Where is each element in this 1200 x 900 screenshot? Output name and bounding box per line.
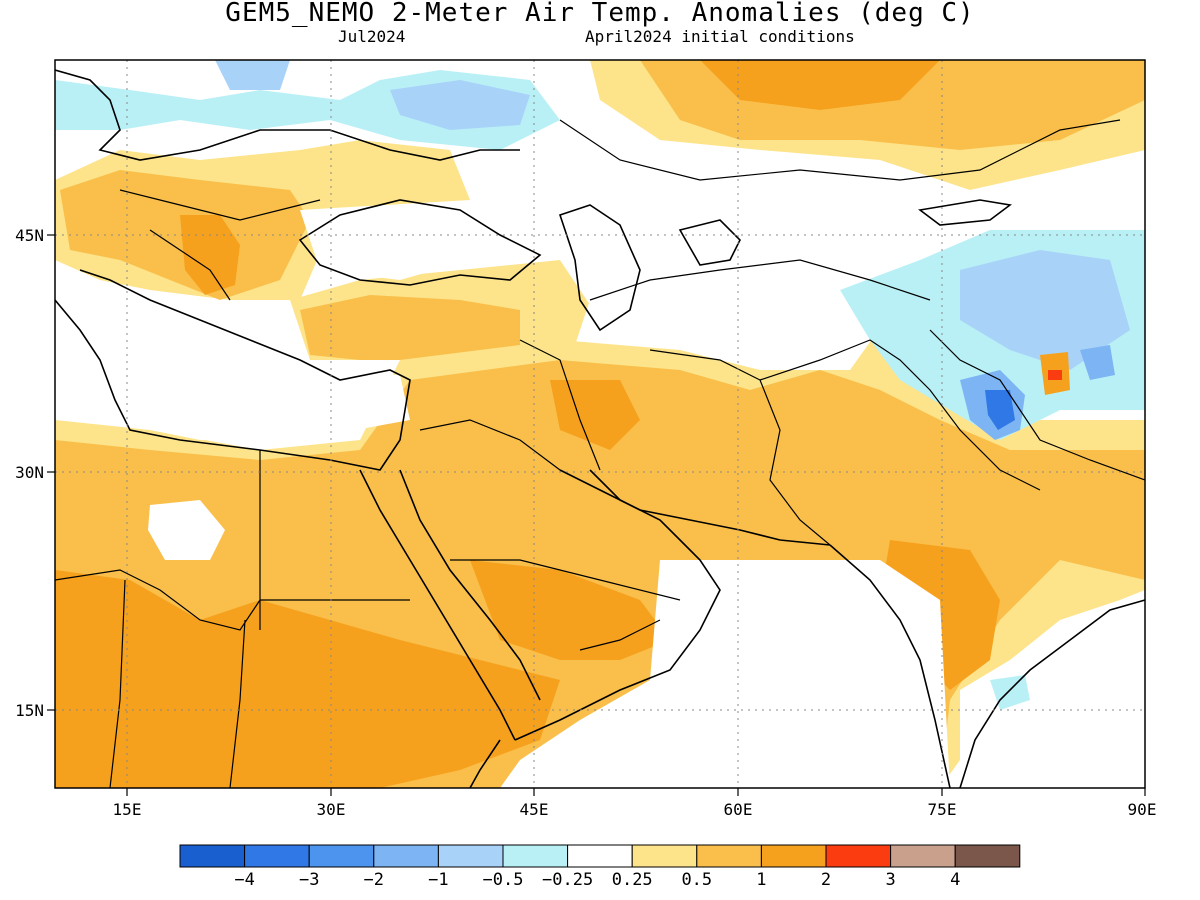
afghan-pak-border [759,339,1041,491]
colorbar-label: 1 [756,870,766,890]
lon-axis-labels: 15E 30E 45E 60E 75E 90E [113,800,1157,819]
map-title: GEM5_NEMO 2-Meter Air Temp. Anomalies (d… [225,0,975,28]
colorbar-swatch [760,844,827,868]
colorbar-swatch [373,844,439,868]
lat-axis-labels: 45N 30N 15N [15,226,44,720]
balkhash-region [918,199,1012,226]
russia-kazakh-border [559,119,1121,181]
lon-label-75e: 75E [928,800,957,819]
anomaly-shading [55,60,1145,788]
africa-coast-east [469,739,501,788]
himalaya-cold-core [985,390,1015,430]
tibet-cool-core [960,250,1130,370]
lat-label-45n: 45N [15,226,44,245]
colorbar-label: 0.5 [681,870,712,890]
colorbar-label: 4 [950,870,960,890]
europe-north-coast [55,69,520,161]
arabia-coast [514,469,721,741]
colorbar-swatch [179,844,246,868]
colorbar-label: 0.25 [612,870,653,890]
colorbar-swatch [954,844,1021,868]
red-sea-coast [359,469,541,741]
colorbar-label: −4 [234,870,254,890]
black-sea-caspian-neutral [300,200,900,370]
tibet-cold-spot [1080,345,1115,380]
india-china-border [929,329,1145,481]
lat-label-15n: 15N [15,701,44,720]
arabian-sea-neutral [500,560,950,788]
map-plot-area [55,60,1145,788]
colorbar-swatch [631,844,698,868]
colorbar-swatch [696,844,762,868]
lat-label-30n: 30N [15,463,44,482]
scandinavia-cool-spot [215,60,290,90]
tick-marks [47,234,1146,796]
europe-borders [119,189,321,301]
colorbar-swatch [244,844,310,868]
africa-borders [55,450,410,788]
africa-dark-warm-region [55,570,560,788]
saudi-borders [419,419,681,651]
sahara-neutral-patch [148,500,225,560]
initial-conditions-label: April2024 initial conditions [585,27,855,46]
political-borders [55,119,1145,788]
persian-gulf-coast [559,469,831,546]
map-frame [54,59,1146,789]
lon-label-90e: 90E [1128,800,1157,819]
lon-label-60e: 60E [724,800,753,819]
colorbar-label: −0.25 [542,870,593,890]
mediterranean-neutral [55,310,410,440]
kazakh-south-border [589,259,931,301]
black-sea-coast [298,199,542,286]
coastlines [55,69,1145,788]
aral-region [678,219,741,266]
colorbar-label: 3 [885,870,895,890]
lon-label-15e: 15E [113,800,142,819]
caspian-coast [558,204,641,332]
mediterranean-coast [55,269,411,471]
colorbar-swatch [437,844,504,868]
europe-cool-core [390,80,530,130]
iran-border [519,339,831,546]
colorbar-swatch [502,844,569,868]
tibet-hot-spot-core [1048,370,1062,380]
colorbar-swatch [567,844,633,868]
colorbar-label: 2 [821,870,831,890]
colorbar-swatch [890,844,956,868]
arabia-dark-warm-region [470,560,670,660]
lon-label-30e: 30E [317,800,346,819]
forecast-month: Jul2024 [338,27,406,46]
colorbar-label: −1 [428,870,448,890]
anatolia-warm-core [300,295,520,360]
colorbar: −4 −3 −2 −1 −0.5 −0.25 0.25 0.5 1 2 3 4 [179,844,1021,890]
siberia-hot-spot [700,60,940,110]
graticule [55,60,1145,788]
colorbar-swatch [825,844,892,868]
bay-of-bengal-neutral [960,590,1145,788]
colorbar-label: −2 [364,870,384,890]
lon-label-45e: 45E [520,800,549,819]
colorbar-label: −0.5 [483,870,524,890]
india-coast [829,544,1145,788]
colorbar-label: −3 [299,870,319,890]
colorbar-swatch [308,844,375,868]
